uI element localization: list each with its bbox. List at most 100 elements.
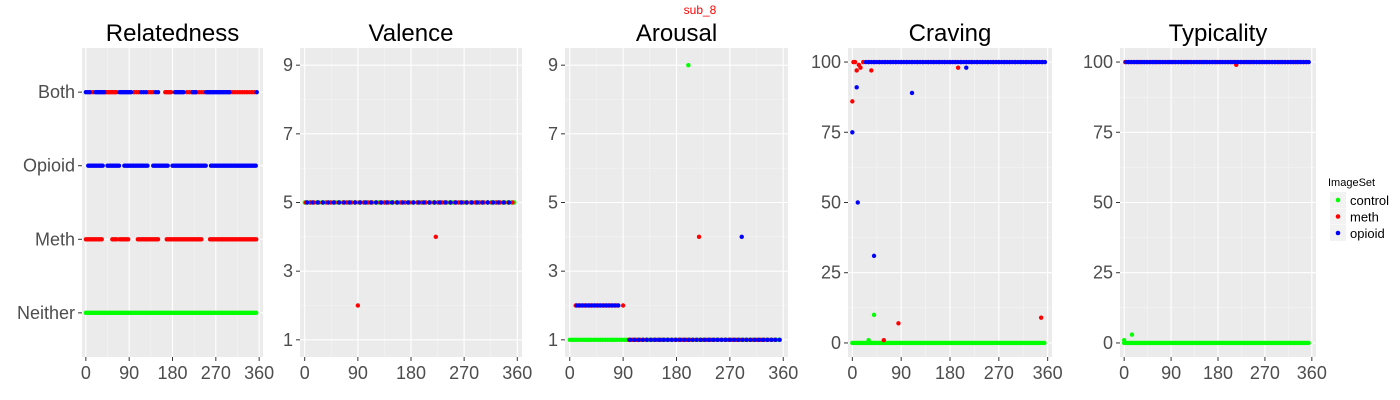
data-point-opioid xyxy=(496,200,501,205)
data-point-opioid xyxy=(657,337,662,343)
y-tick-label: 25 xyxy=(821,263,841,283)
data-point-meth xyxy=(254,237,259,242)
data-point-opioid xyxy=(453,200,459,205)
series-opioid xyxy=(1124,59,1311,65)
legend-label: opioid xyxy=(1350,226,1385,241)
data-point-control xyxy=(1129,332,1135,337)
data-point-opioid xyxy=(731,337,737,343)
panel-title: Typicality xyxy=(1169,20,1268,47)
data-point-opioid xyxy=(1042,59,1048,65)
data-point-opioid xyxy=(735,337,741,343)
data-point-opioid xyxy=(363,200,368,205)
y-tick-label: Both xyxy=(38,82,75,102)
series-control xyxy=(83,310,259,316)
data-point-opioid xyxy=(636,337,641,343)
x-tick-label: 90 xyxy=(891,363,911,383)
x-tick-label: 0 xyxy=(565,363,575,383)
data-point-opioid xyxy=(203,163,208,168)
y-tick-label: 50 xyxy=(821,193,841,213)
data-point-opioid xyxy=(711,337,716,343)
legend-marker xyxy=(1335,214,1341,219)
data-point-meth xyxy=(854,68,859,73)
data-point-opioid xyxy=(411,200,416,205)
y-tick-label: 0 xyxy=(831,333,841,353)
legend-entry-control: control xyxy=(1330,192,1389,208)
data-point-opioid xyxy=(871,253,877,259)
x-tick-label: 360 xyxy=(768,363,798,383)
series-opioid xyxy=(574,234,782,343)
panel-relatedness: 0 90 180 270 360 Neither Meth Opioid Both Related… xyxy=(17,20,274,383)
x-tick-label: 180 xyxy=(935,363,965,383)
data-point-opioid xyxy=(416,200,421,205)
data-point-opioid xyxy=(145,163,150,168)
legend-entry-opioid: opioid xyxy=(1330,225,1385,241)
data-point-meth xyxy=(126,237,131,242)
data-point-meth xyxy=(858,65,863,70)
data-point-meth xyxy=(355,303,361,308)
y-tick-label: 75 xyxy=(1093,122,1113,142)
data-point-opioid xyxy=(506,200,512,205)
data-point-opioid xyxy=(379,200,384,205)
data-point-opioid xyxy=(909,90,915,96)
data-point-opioid xyxy=(739,234,744,240)
data-point-opioid xyxy=(698,337,704,343)
data-point-opioid xyxy=(432,200,437,205)
data-point-opioid xyxy=(490,200,496,205)
y-tick-label: 7 xyxy=(283,124,293,144)
series-opioid xyxy=(850,59,1048,259)
data-point-opioid xyxy=(748,337,753,343)
figure-suptitle: sub_8 xyxy=(684,3,717,17)
y-tick-label: 100 xyxy=(1083,52,1113,72)
x-tick-label: 90 xyxy=(1161,363,1181,383)
data-point-meth xyxy=(1038,315,1044,320)
y-tick-label: 3 xyxy=(548,261,558,281)
x-tick-label: 90 xyxy=(348,363,368,383)
data-point-opioid xyxy=(347,200,352,205)
legend-label: meth xyxy=(1350,210,1379,225)
data-point-opioid xyxy=(310,200,315,205)
series-opioid xyxy=(83,89,259,168)
y-tick-label: 75 xyxy=(821,122,841,142)
panel-craving: 0 90 180 270 360 0 25 50 75 100 Craving xyxy=(811,20,1063,383)
data-point-opioid xyxy=(665,337,670,343)
data-point-opioid xyxy=(373,200,379,205)
data-point-meth xyxy=(955,65,961,70)
data-point-meth xyxy=(896,321,901,326)
data-point-opioid xyxy=(474,200,480,205)
data-point-opioid xyxy=(400,200,405,205)
data-point-opioid xyxy=(87,89,92,95)
data-point-control xyxy=(1121,337,1127,343)
y-tick-label: 9 xyxy=(548,55,558,75)
data-point-opioid xyxy=(155,89,161,95)
data-point-opioid xyxy=(648,337,654,343)
y-tick-label: 9 xyxy=(283,55,293,75)
x-tick-label: 360 xyxy=(1033,363,1063,383)
data-point-opioid xyxy=(143,89,149,95)
data-point-opioid xyxy=(458,200,464,205)
legend-marker xyxy=(1335,230,1341,236)
data-point-meth xyxy=(881,337,887,343)
data-point-opioid xyxy=(331,200,336,205)
data-point-opioid xyxy=(744,337,749,343)
data-point-opioid xyxy=(389,200,395,205)
x-tick-label: 270 xyxy=(1250,363,1280,383)
data-point-opioid xyxy=(358,200,363,205)
panel-typicality: 0 90 180 270 360 0 25 50 75 100 Typicality xyxy=(1083,20,1327,383)
series-control xyxy=(1121,332,1311,346)
series-control xyxy=(850,312,1047,346)
data-point-opioid xyxy=(320,200,326,205)
data-point-meth xyxy=(850,99,855,104)
data-point-opioid xyxy=(702,337,708,343)
data-point-opioid xyxy=(116,163,122,168)
x-tick-label: 270 xyxy=(984,363,1014,383)
data-point-opioid xyxy=(227,89,232,95)
x-tick-label: 0 xyxy=(300,363,310,383)
data-point-opioid xyxy=(181,89,186,95)
data-point-opioid xyxy=(632,337,637,343)
data-point-meth xyxy=(168,89,174,95)
data-point-opioid xyxy=(405,200,411,205)
data-point-opioid xyxy=(727,337,733,343)
data-point-opioid xyxy=(777,337,782,343)
